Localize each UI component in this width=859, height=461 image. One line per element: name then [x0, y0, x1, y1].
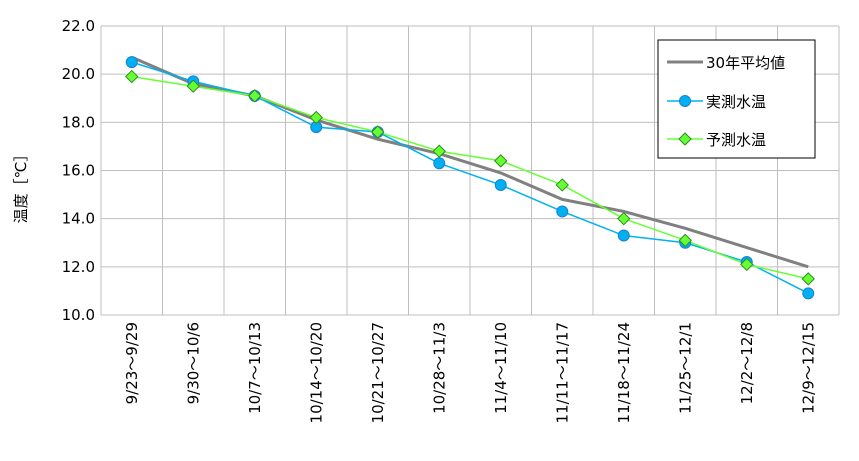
series-point-2 [617, 211, 631, 226]
x-tick-label: 10/21～10/27 [369, 322, 387, 423]
x-tick-label: 10/14～10/20 [307, 322, 325, 423]
x-tick-label: 12/2～12/8 [738, 322, 756, 404]
y-tick-label: 10.0 [62, 306, 95, 324]
series-point-2 [801, 272, 815, 286]
series-point-2 [186, 79, 200, 93]
series-group [125, 55, 815, 300]
series-point-1 [802, 287, 815, 300]
x-tick-label: 11/4～11/10 [492, 322, 510, 414]
grid [100, 25, 840, 316]
y-tick-label: 14.0 [62, 210, 95, 228]
x-tick-label: 11/11～11/17 [553, 322, 571, 423]
legend-marker-forecast [678, 132, 692, 146]
y-tick-label: 12.0 [62, 258, 95, 276]
series-point-1 [556, 205, 569, 218]
series-point-2 [555, 178, 569, 192]
x-tick-label: 10/28～11/3 [430, 322, 448, 414]
legend-label-measured: 実測水温 [706, 93, 766, 111]
x-axis-ticks: 9/23～9/29 9/30～10/6 10/7～10/13 10/14～10/20 1… [123, 322, 818, 423]
x-tick-label: 11/25～12/1 [676, 322, 694, 414]
series-point-2 [248, 89, 262, 103]
y-tick-label: 20.0 [62, 65, 95, 83]
series-point-2 [432, 144, 446, 158]
x-tick-label: 12/9～12/15 [799, 322, 817, 414]
series-point-1 [125, 56, 138, 69]
series-line-2 [131, 75, 809, 280]
series-point-2 [309, 110, 323, 125]
legend-marker-measured [679, 95, 691, 107]
legend-label-forecast: 予測水温 [706, 131, 766, 149]
series-point-2 [494, 154, 508, 168]
x-tick-label: 9/23～9/29 [123, 322, 141, 404]
x-tick-label: 9/30～10/6 [184, 322, 202, 404]
legend: 30年平均値 実測水温 予測水温 [657, 39, 816, 159]
series-point-2 [125, 69, 139, 84]
series-point-1 [494, 178, 507, 191]
y-tick-label: 16.0 [62, 162, 95, 180]
series-point-1 [433, 157, 446, 170]
x-tick-label: 10/7～10/13 [246, 322, 264, 414]
series-line-1 [131, 61, 809, 294]
series-point-2 [740, 257, 754, 272]
series-point-2 [371, 125, 385, 139]
series-point-1 [617, 229, 630, 242]
y-tick-label: 22.0 [62, 17, 95, 35]
series-point-2 [678, 233, 692, 248]
x-tick-label: 11/18～11/24 [615, 322, 633, 423]
y-tick-label: 18.0 [62, 113, 95, 131]
y-axis-ticks: 22.0 20.0 18.0 16.0 14.0 12.0 10.0 [62, 17, 95, 324]
y-axis-label: 温度［℃］ [12, 147, 30, 224]
legend-label-30year-average: 30年平均値 [706, 54, 785, 72]
